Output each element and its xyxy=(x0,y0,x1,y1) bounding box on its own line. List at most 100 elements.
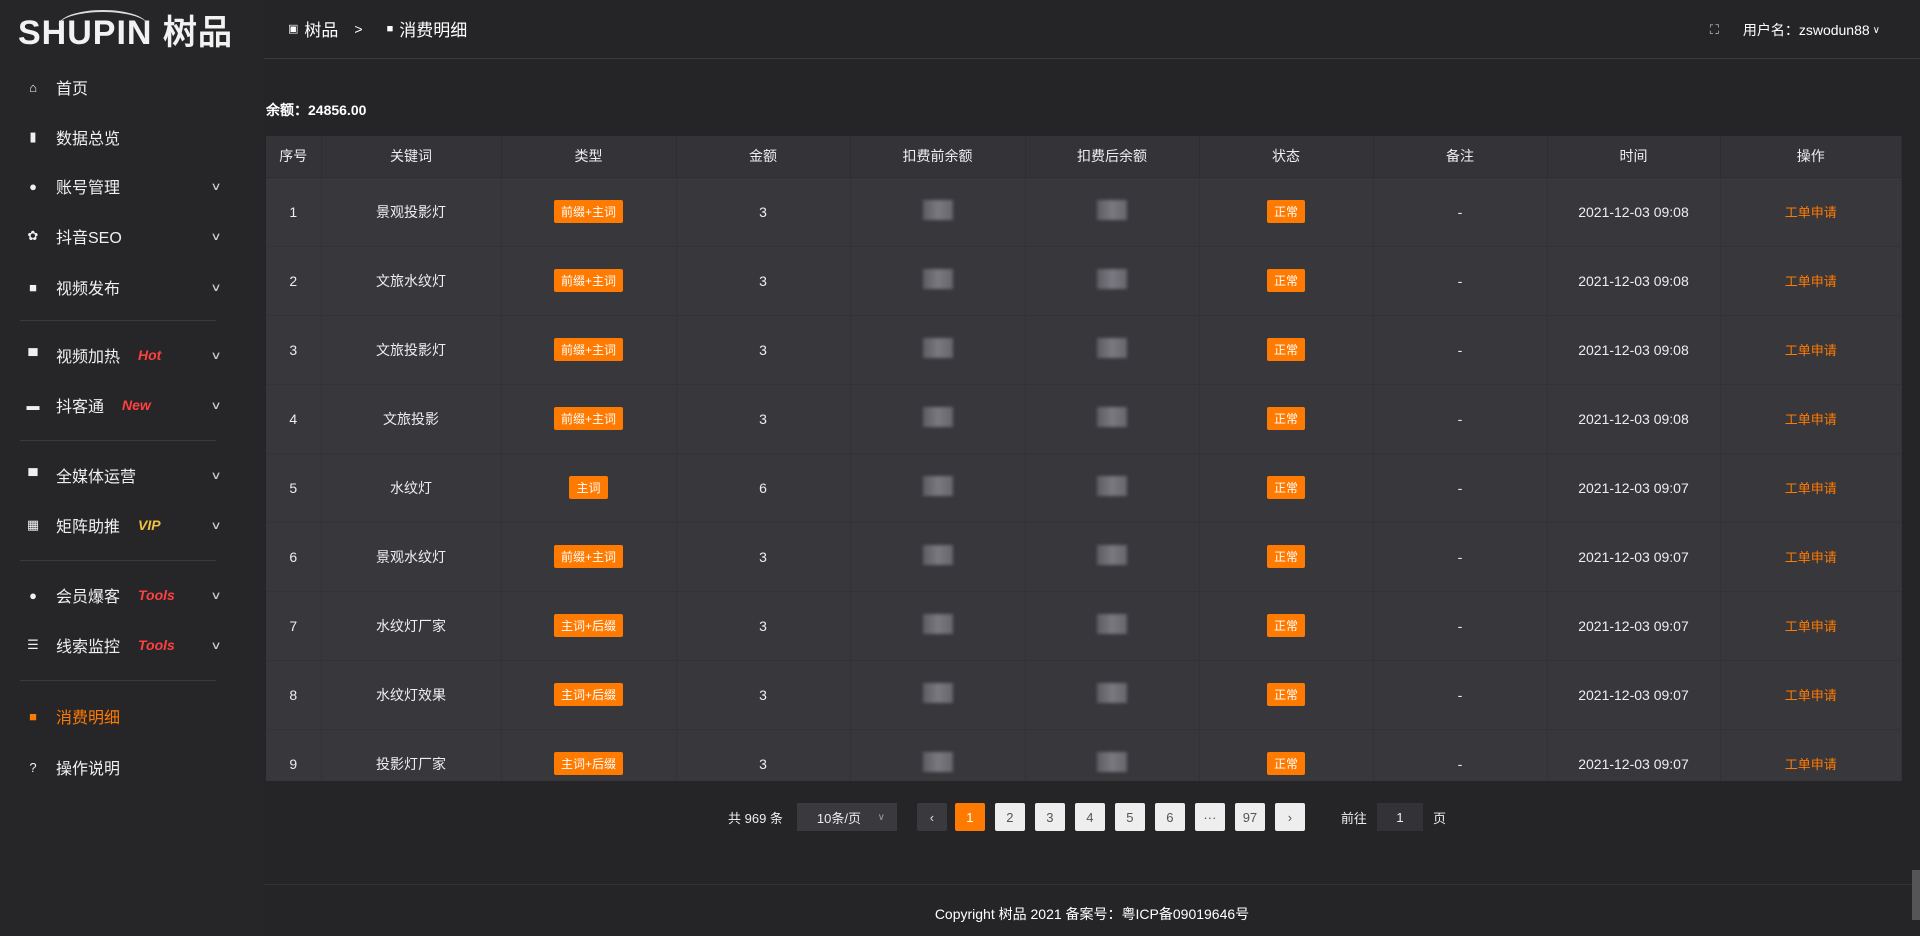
ticket-apply-link[interactable]: 工单申请 xyxy=(1784,343,1837,358)
scrollbar[interactable] xyxy=(1912,870,1920,920)
action-cell: 工单申请 xyxy=(1720,315,1902,385)
keyword: 文旅水纹灯 xyxy=(321,246,502,316)
next-page-button[interactable]: › xyxy=(1274,803,1305,831)
page-button[interactable]: 6 xyxy=(1154,803,1185,831)
type-cell: 前缀+主词 xyxy=(501,315,677,385)
blurred-value xyxy=(1097,683,1127,703)
page-suffix: 页 xyxy=(1432,810,1446,826)
gear-icon: ✿ xyxy=(27,228,39,243)
sidebar-item-11[interactable]: ■ 消费明细 xyxy=(0,696,264,736)
sidebar: SHUPIN 树品 ⌂ 首页 ▮ 数据总览 ● 账号管理 ∨ ✿ 抖音SEO ∨ ■ 视频发布 ∨ ▀ 视频… xyxy=(0,0,264,936)
time: 2021-12-03 09:07 xyxy=(1547,729,1721,781)
prev-page-button[interactable]: ‹ xyxy=(916,803,947,831)
page-button[interactable]: ··· xyxy=(1194,803,1225,831)
balance-before xyxy=(850,315,1026,385)
balance-after xyxy=(1025,453,1200,523)
desktop-icon: ▀ xyxy=(28,467,38,483)
sidebar-item-9[interactable]: ● 会员爆客 Tools ∨ xyxy=(0,575,264,615)
page-size-select[interactable]: 10条/页 ∨ xyxy=(796,803,897,831)
sidebar-item-10[interactable]: ☰ 线索监控 Tools ∨ xyxy=(0,625,264,665)
page-button[interactable]: 97 xyxy=(1234,803,1265,831)
type-tag: 前缀+主词 xyxy=(553,545,623,568)
balance-after xyxy=(1025,315,1200,385)
sidebar-item-4[interactable]: ■ 视频发布 ∨ xyxy=(0,267,264,307)
sidebar-item-3[interactable]: ✿ 抖音SEO ∨ xyxy=(0,216,264,256)
status-badge: 正常 xyxy=(1266,476,1305,499)
blurred-value xyxy=(922,476,953,496)
type-tag: 前缀+主词 xyxy=(553,407,623,430)
wallet-icon: ■ xyxy=(386,22,394,35)
chevron-down-icon: ∨ xyxy=(877,811,885,823)
sidebar-item-7[interactable]: ▀ 全媒体运营 ∨ xyxy=(0,455,264,495)
username[interactable]: 用户名：zswodun88 xyxy=(1742,22,1870,38)
status-cell: 正常 xyxy=(1199,315,1374,385)
sidebar-item-label: 线索监控 xyxy=(56,639,121,656)
balance-after xyxy=(1025,522,1200,592)
page-button[interactable]: 5 xyxy=(1114,803,1145,831)
chevron-down-icon: ∨ xyxy=(210,589,222,602)
blurred-value xyxy=(922,545,953,565)
row-number: 6 xyxy=(266,522,322,592)
sidebar-item-label: 数据总览 xyxy=(56,131,121,148)
column-header: 状态 xyxy=(1199,136,1374,178)
note: - xyxy=(1373,453,1548,523)
goto-label: 前往 xyxy=(1340,810,1367,826)
ticket-apply-link[interactable]: 工单申请 xyxy=(1784,619,1837,634)
sidebar-item-2[interactable]: ● 账号管理 ∨ xyxy=(0,166,264,206)
breadcrumb-home[interactable]: 树品 xyxy=(304,21,339,40)
ticket-apply-link[interactable]: 工单申请 xyxy=(1784,412,1837,427)
balance-after xyxy=(1025,591,1200,661)
status-badge: 正常 xyxy=(1266,200,1305,223)
ticket-apply-link[interactable]: 工单申请 xyxy=(1784,550,1837,565)
action-cell: 工单申请 xyxy=(1720,177,1902,247)
balance-before xyxy=(850,522,1026,592)
sidebar-item-0[interactable]: ⌂ 首页 xyxy=(0,67,264,107)
home-icon: ⌂ xyxy=(29,79,37,95)
blurred-value xyxy=(922,752,953,772)
page-button[interactable]: 2 xyxy=(994,803,1025,831)
balance-after xyxy=(1025,246,1200,316)
sidebar-badge: Hot xyxy=(138,347,162,363)
type-tag: 主词+后缀 xyxy=(553,683,623,706)
sidebar-item-12[interactable]: ? 操作说明 xyxy=(0,747,264,787)
table-row: 3 文旅投影灯 前缀+主词 3 正常 - 2021-12-03 09:08 工单… xyxy=(266,315,1902,385)
chevron-down-icon: ∨ xyxy=(210,399,222,412)
ticket-apply-link[interactable]: 工单申请 xyxy=(1784,481,1837,496)
type-cell: 前缀+主词 xyxy=(501,177,677,247)
sidebar-item-5[interactable]: ▀ 视频加热 Hot ∨ xyxy=(0,335,264,375)
page-button[interactable]: 1 xyxy=(954,803,985,831)
sidebar-item-1[interactable]: ▮ 数据总览 xyxy=(0,117,264,157)
amount: 3 xyxy=(676,246,851,316)
fullscreen-icon[interactable]: ⛶ xyxy=(1709,22,1719,37)
goto-page-input[interactable] xyxy=(1376,803,1423,831)
action-cell: 工单申请 xyxy=(1720,384,1902,454)
page-button[interactable]: 4 xyxy=(1074,803,1105,831)
chevron-down-icon: ∨ xyxy=(210,180,222,193)
keyword: 景观水纹灯 xyxy=(321,522,502,592)
blurred-value xyxy=(922,200,953,220)
ticket-apply-link[interactable]: 工单申请 xyxy=(1784,205,1837,220)
video-icon: ■ xyxy=(29,279,37,295)
status-badge: 正常 xyxy=(1266,614,1305,637)
status-badge: 正常 xyxy=(1266,269,1305,292)
sidebar-item-label: 账号管理 xyxy=(56,180,121,197)
time: 2021-12-03 09:07 xyxy=(1547,591,1721,661)
action-cell: 工单申请 xyxy=(1720,591,1902,661)
user-menu[interactable]: ⛶ 用户名：zswodun88 ∨ xyxy=(1710,20,1880,40)
page-button[interactable]: 3 xyxy=(1034,803,1065,831)
blurred-value xyxy=(922,683,953,703)
type-cell: 前缀+主词 xyxy=(501,384,677,454)
blurred-value xyxy=(922,269,953,289)
sidebar-item-8[interactable]: ▦ 矩阵助推 VIP ∨ xyxy=(0,505,264,545)
ticket-apply-link[interactable]: 工单申请 xyxy=(1784,274,1837,289)
ticket-apply-link[interactable]: 工单申请 xyxy=(1784,757,1837,772)
logo[interactable]: SHUPIN 树品 xyxy=(18,10,233,54)
table-row: 5 水纹灯 主词 6 正常 - 2021-12-03 09:07 工单申请 xyxy=(266,453,1902,523)
sidebar-badge: Tools xyxy=(138,637,175,653)
chevron-down-icon[interactable]: ∨ xyxy=(1872,24,1880,36)
type-cell: 主词+后缀 xyxy=(501,660,677,730)
sidebar-item-6[interactable]: ▬ 抖客通 New ∨ xyxy=(0,385,264,425)
column-header: 操作 xyxy=(1720,136,1902,178)
ticket-apply-link[interactable]: 工单申请 xyxy=(1784,688,1837,703)
